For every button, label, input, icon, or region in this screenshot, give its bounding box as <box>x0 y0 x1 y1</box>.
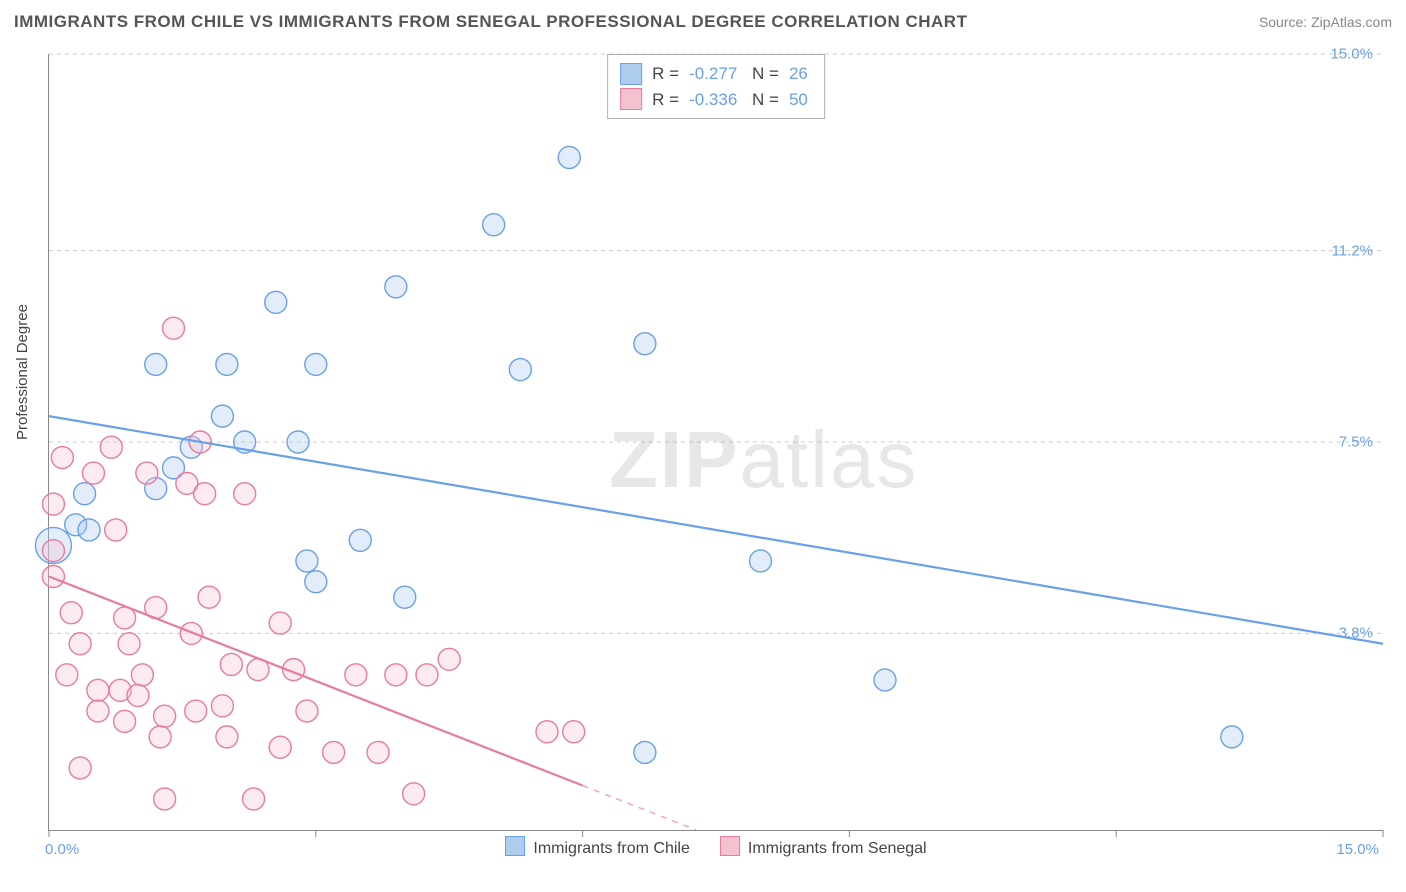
source-attribution: Source: ZipAtlas.com <box>1259 14 1392 30</box>
legend-r-label: R = <box>652 61 679 87</box>
legend-swatch-chile-bottom <box>505 836 525 856</box>
title-bar: IMMIGRANTS FROM CHILE VS IMMIGRANTS FROM… <box>14 12 1392 32</box>
legend-row-senegal: R = -0.336 N = 50 <box>620 87 808 113</box>
legend-n-label: N = <box>747 87 779 113</box>
legend-n-label: N = <box>747 61 779 87</box>
series-legend: Immigrants from Chile Immigrants from Se… <box>49 836 1383 858</box>
legend-row-chile: R = -0.277 N = 26 <box>620 61 808 87</box>
correlation-legend: R = -0.277 N = 26 R = -0.336 N = 50 <box>607 54 825 119</box>
y-axis-tick-label: 3.8% <box>1339 625 1373 642</box>
scatter-chart-svg <box>49 54 1383 830</box>
legend-label-chile: Immigrants from Chile <box>533 840 689 857</box>
y-axis-tick-label: 7.5% <box>1339 434 1373 451</box>
legend-n-value-senegal: 50 <box>789 87 808 113</box>
legend-swatch-senegal-bottom <box>720 836 740 856</box>
legend-swatch-chile <box>620 63 642 85</box>
legend-r-value-senegal: -0.336 <box>689 87 737 113</box>
legend-label-senegal: Immigrants from Senegal <box>748 840 927 857</box>
y-axis-tick-label: 11.2% <box>1332 242 1373 259</box>
chart-title: IMMIGRANTS FROM CHILE VS IMMIGRANTS FROM… <box>14 12 967 32</box>
chart-plot-area: ZIPatlas R = -0.277 N = 26 R = -0.336 N … <box>48 54 1383 831</box>
legend-n-value-chile: 26 <box>789 61 808 87</box>
legend-r-value-chile: -0.277 <box>689 61 737 87</box>
y-axis-tick-label: 15.0% <box>1330 46 1373 63</box>
y-axis-label: Professional Degree <box>14 304 31 440</box>
legend-swatch-senegal <box>620 88 642 110</box>
legend-item-chile: Immigrants from Chile <box>505 836 689 858</box>
legend-r-label: R = <box>652 87 679 113</box>
legend-item-senegal: Immigrants from Senegal <box>720 836 927 858</box>
